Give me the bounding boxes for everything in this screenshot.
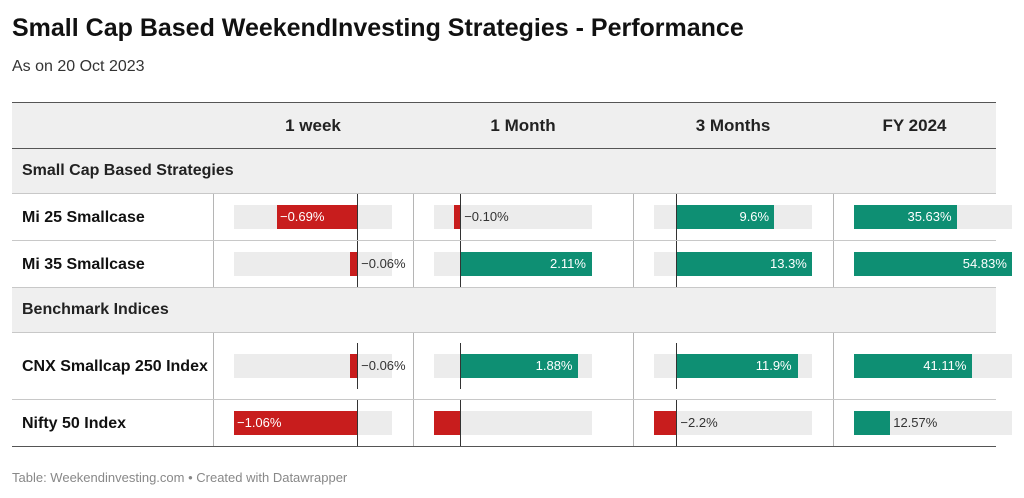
zero-axis bbox=[676, 194, 678, 240]
bar-track: 35.63% bbox=[854, 205, 1012, 229]
bar-track: 12.57% bbox=[854, 411, 1012, 435]
value-label: 35.63% bbox=[907, 209, 952, 224]
zero-axis bbox=[357, 194, 359, 240]
zero-axis bbox=[676, 241, 678, 287]
group-label: Small Cap Based Strategies bbox=[22, 162, 234, 179]
value-cell bbox=[413, 400, 634, 446]
table-header: 1 week 1 Month 3 Months FY 2024 bbox=[12, 102, 996, 149]
value-label: −0.06% bbox=[361, 256, 406, 271]
bar-track: −2.2% bbox=[654, 400, 812, 446]
value-label: −0.69% bbox=[279, 209, 325, 224]
bar-track: 13.3% bbox=[654, 241, 812, 287]
value-bar bbox=[350, 354, 358, 378]
table-row: Mi 25 Smallcase −0.69% −0.10% 9.6% 35.63% bbox=[12, 194, 1012, 241]
chart-subtitle: As on 20 Oct 2023 bbox=[12, 58, 145, 75]
bar-track: −0.06% bbox=[234, 241, 406, 287]
zero-axis bbox=[460, 241, 462, 287]
value-cell: 12.57% bbox=[833, 400, 1012, 446]
value-bar bbox=[676, 205, 775, 229]
bar-track: 2.11% bbox=[434, 241, 592, 287]
value-bar bbox=[676, 252, 812, 276]
bar-track: −0.69% bbox=[234, 194, 392, 240]
value-bar bbox=[434, 411, 461, 435]
bar-track: 9.6% bbox=[654, 194, 812, 240]
value-cell: 35.63% bbox=[833, 194, 1012, 240]
group-header: Small Cap Based Strategies bbox=[12, 149, 996, 194]
zero-axis bbox=[676, 400, 678, 446]
value-bar bbox=[453, 205, 461, 229]
value-label: −1.06% bbox=[237, 415, 282, 430]
performance-table: 1 week 1 Month 3 Months FY 2024 Small Cap B… bbox=[12, 102, 1012, 447]
zero-axis bbox=[460, 343, 462, 389]
value-cell: −0.10% bbox=[413, 194, 634, 240]
value-cell: 11.9% bbox=[633, 333, 834, 399]
table-row: Mi 35 Smallcase −0.06% 2.11% 13.3% 54.83% bbox=[12, 241, 1012, 288]
value-cell: −2.2% bbox=[633, 400, 834, 446]
value-bar bbox=[460, 252, 592, 276]
value-cell: 41.11% bbox=[833, 333, 1012, 399]
value-bar bbox=[350, 252, 358, 276]
value-bar bbox=[654, 411, 677, 435]
value-bar bbox=[276, 205, 358, 229]
value-label: 12.57% bbox=[893, 415, 938, 430]
value-cell: 9.6% bbox=[633, 194, 834, 240]
row-label: CNX Smallcap 250 Index bbox=[22, 357, 208, 375]
value-bar bbox=[854, 411, 891, 435]
column-header: 3 Months bbox=[695, 116, 771, 135]
value-label: −0.10% bbox=[464, 209, 509, 224]
value-label: 1.88% bbox=[535, 358, 573, 373]
bar-track: −0.06% bbox=[234, 343, 406, 389]
value-cell: 13.3% bbox=[633, 241, 834, 287]
value-label: 54.83% bbox=[962, 256, 1007, 271]
value-label: 13.3% bbox=[770, 256, 807, 271]
bar-track: 1.88% bbox=[434, 343, 592, 389]
zero-axis bbox=[460, 194, 462, 240]
column-header: 1 week bbox=[285, 116, 341, 135]
zero-axis bbox=[460, 400, 462, 446]
row-label: Mi 35 Smallcase bbox=[22, 255, 145, 273]
bar-track bbox=[434, 400, 592, 446]
zero-axis bbox=[357, 241, 359, 287]
value-bar bbox=[676, 354, 798, 378]
row-label: Nifty 50 Index bbox=[22, 414, 127, 432]
column-header: 1 Month bbox=[490, 116, 556, 135]
bar-track: −1.06% bbox=[234, 400, 392, 446]
value-cell: −0.06% bbox=[213, 241, 414, 287]
value-bar bbox=[234, 411, 358, 435]
bar-track: 41.11% bbox=[854, 354, 1012, 378]
value-label: 2.11% bbox=[550, 256, 586, 271]
bar-track: −0.10% bbox=[434, 194, 592, 240]
column-header: FY 2024 bbox=[882, 116, 947, 135]
value-cell: 1.88% bbox=[413, 333, 634, 399]
bar-track: 11.9% bbox=[654, 343, 812, 389]
value-cell: −1.06% bbox=[213, 400, 414, 446]
table-row: Nifty 50 Index −1.06% −2.2% 12.57% bbox=[12, 400, 1012, 447]
value-label: −0.06% bbox=[361, 358, 406, 373]
value-label: 41.11% bbox=[923, 358, 967, 373]
value-label: −2.2% bbox=[680, 415, 718, 430]
group-header: Benchmark Indices bbox=[12, 288, 996, 333]
value-cell: 2.11% bbox=[413, 241, 634, 287]
value-label: 11.9% bbox=[755, 358, 792, 373]
zero-axis bbox=[357, 400, 359, 446]
group-label: Benchmark Indices bbox=[22, 301, 169, 318]
value-bar bbox=[854, 354, 973, 378]
value-label: 9.6% bbox=[739, 209, 770, 224]
value-cell: −0.06% bbox=[213, 333, 414, 399]
chart-footer: Table: Weekendinvesting.com • Created wi… bbox=[12, 470, 348, 485]
zero-axis bbox=[676, 343, 678, 389]
chart-title: Small Cap Based WeekendInvesting Strateg… bbox=[12, 14, 744, 42]
value-cell: 54.83% bbox=[833, 241, 1012, 287]
row-label: Mi 25 Smallcase bbox=[22, 208, 145, 226]
value-bar bbox=[460, 354, 578, 378]
value-bar bbox=[854, 205, 957, 229]
table-row: CNX Smallcap 250 Index −0.06% 1.88% 11.9% 41… bbox=[12, 333, 1012, 400]
table-body: Small Cap Based Strategies Mi 25 Smallcas… bbox=[12, 149, 1012, 447]
zero-axis bbox=[357, 343, 359, 389]
value-cell: −0.69% bbox=[213, 194, 414, 240]
bar-track: 54.83% bbox=[854, 252, 1012, 276]
value-bar bbox=[854, 252, 1012, 276]
